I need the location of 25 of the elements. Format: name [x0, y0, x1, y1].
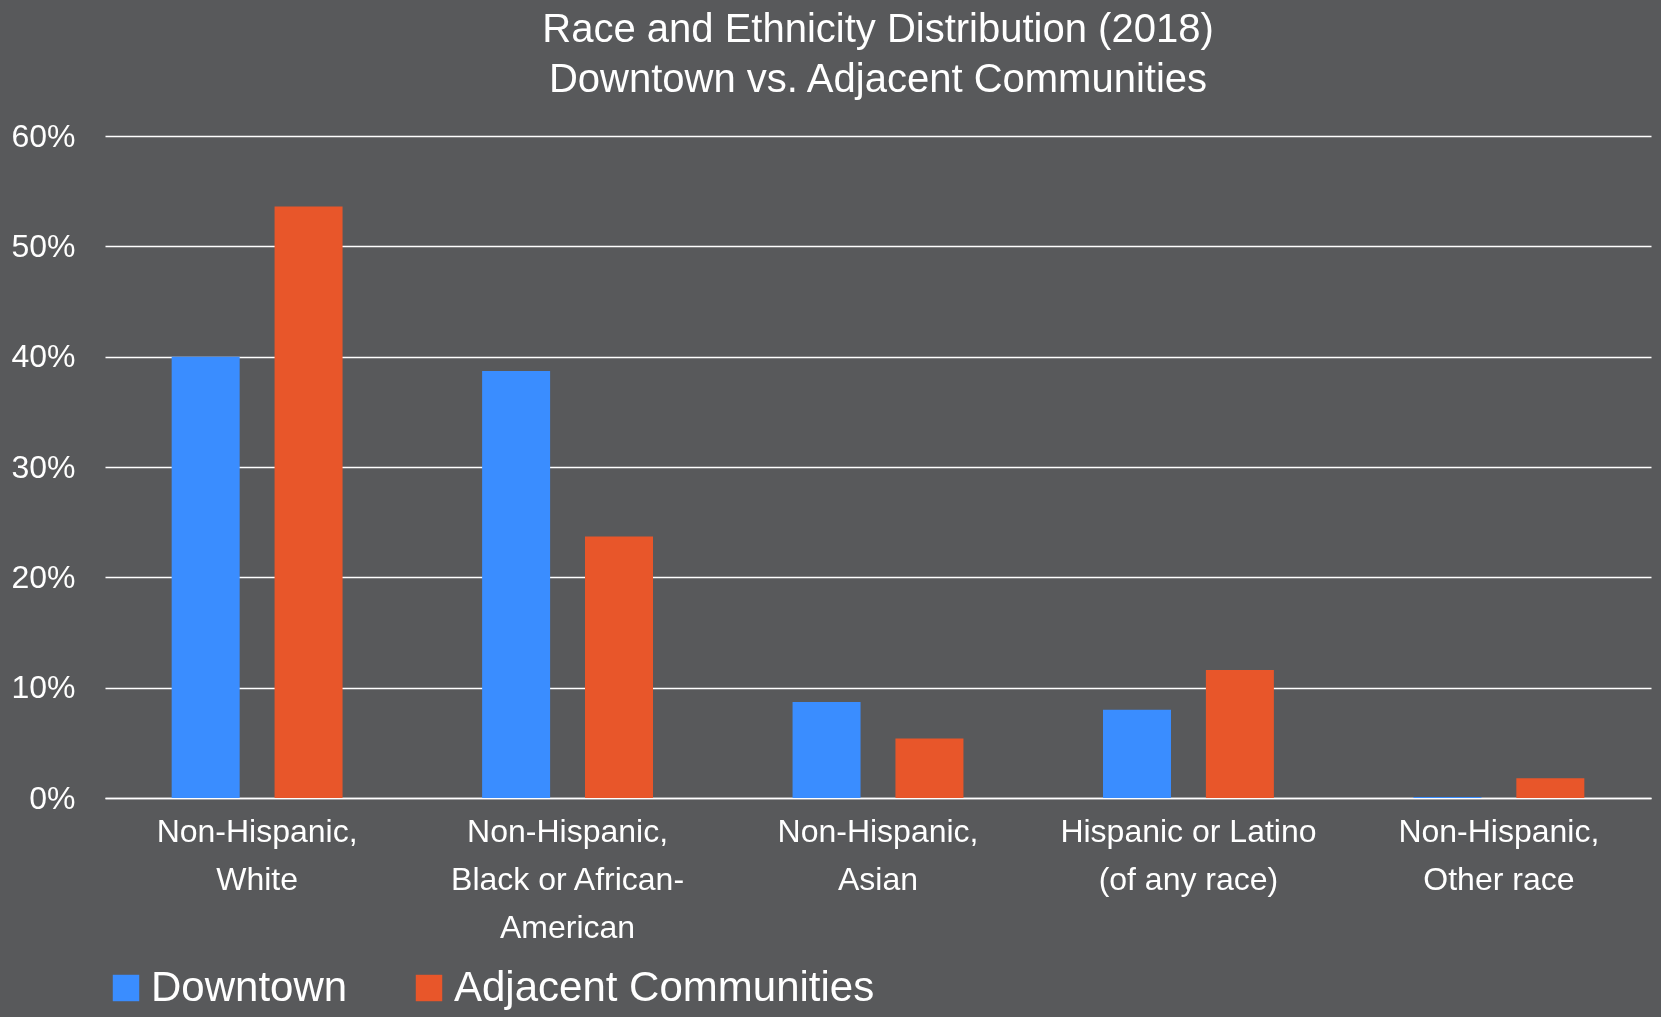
- y-tick-label: 20%: [11, 558, 76, 595]
- bar: [1103, 709, 1171, 798]
- y-tick-label: 10%: [11, 669, 76, 706]
- y-tick-label: 30%: [11, 448, 76, 485]
- legend-label: Adjacent Communities: [454, 963, 875, 1010]
- bar: [274, 206, 343, 798]
- bar: [482, 371, 551, 798]
- y-tick-label: 60%: [11, 117, 76, 154]
- chart-title: Race and Ethnicity Distribution (2018): [542, 6, 1214, 50]
- bar: [585, 536, 653, 798]
- y-tick-label: 0%: [29, 779, 76, 816]
- bar: [1205, 670, 1274, 798]
- x-tick-label: Hispanic or Latino (of any race): [1060, 812, 1317, 897]
- x-tick-label: Non-Hispanic, White: [156, 812, 358, 897]
- y-tick-label: 50%: [11, 227, 76, 264]
- bar: [895, 738, 964, 798]
- x-tick-label: Non-Hispanic, Black or African-American: [451, 812, 685, 945]
- y-tick-label: 40%: [11, 338, 76, 375]
- chart-subtitle: Downtown vs. Adjacent Communities: [548, 56, 1208, 100]
- bar: [792, 702, 861, 798]
- bar: [171, 356, 240, 798]
- x-tick-label: Non-Hispanic, Other race: [1398, 812, 1600, 897]
- bar: [1516, 778, 1585, 798]
- x-tick-label: Non-Hispanic, Asian: [777, 812, 979, 897]
- legend-label: Downtown: [151, 963, 348, 1010]
